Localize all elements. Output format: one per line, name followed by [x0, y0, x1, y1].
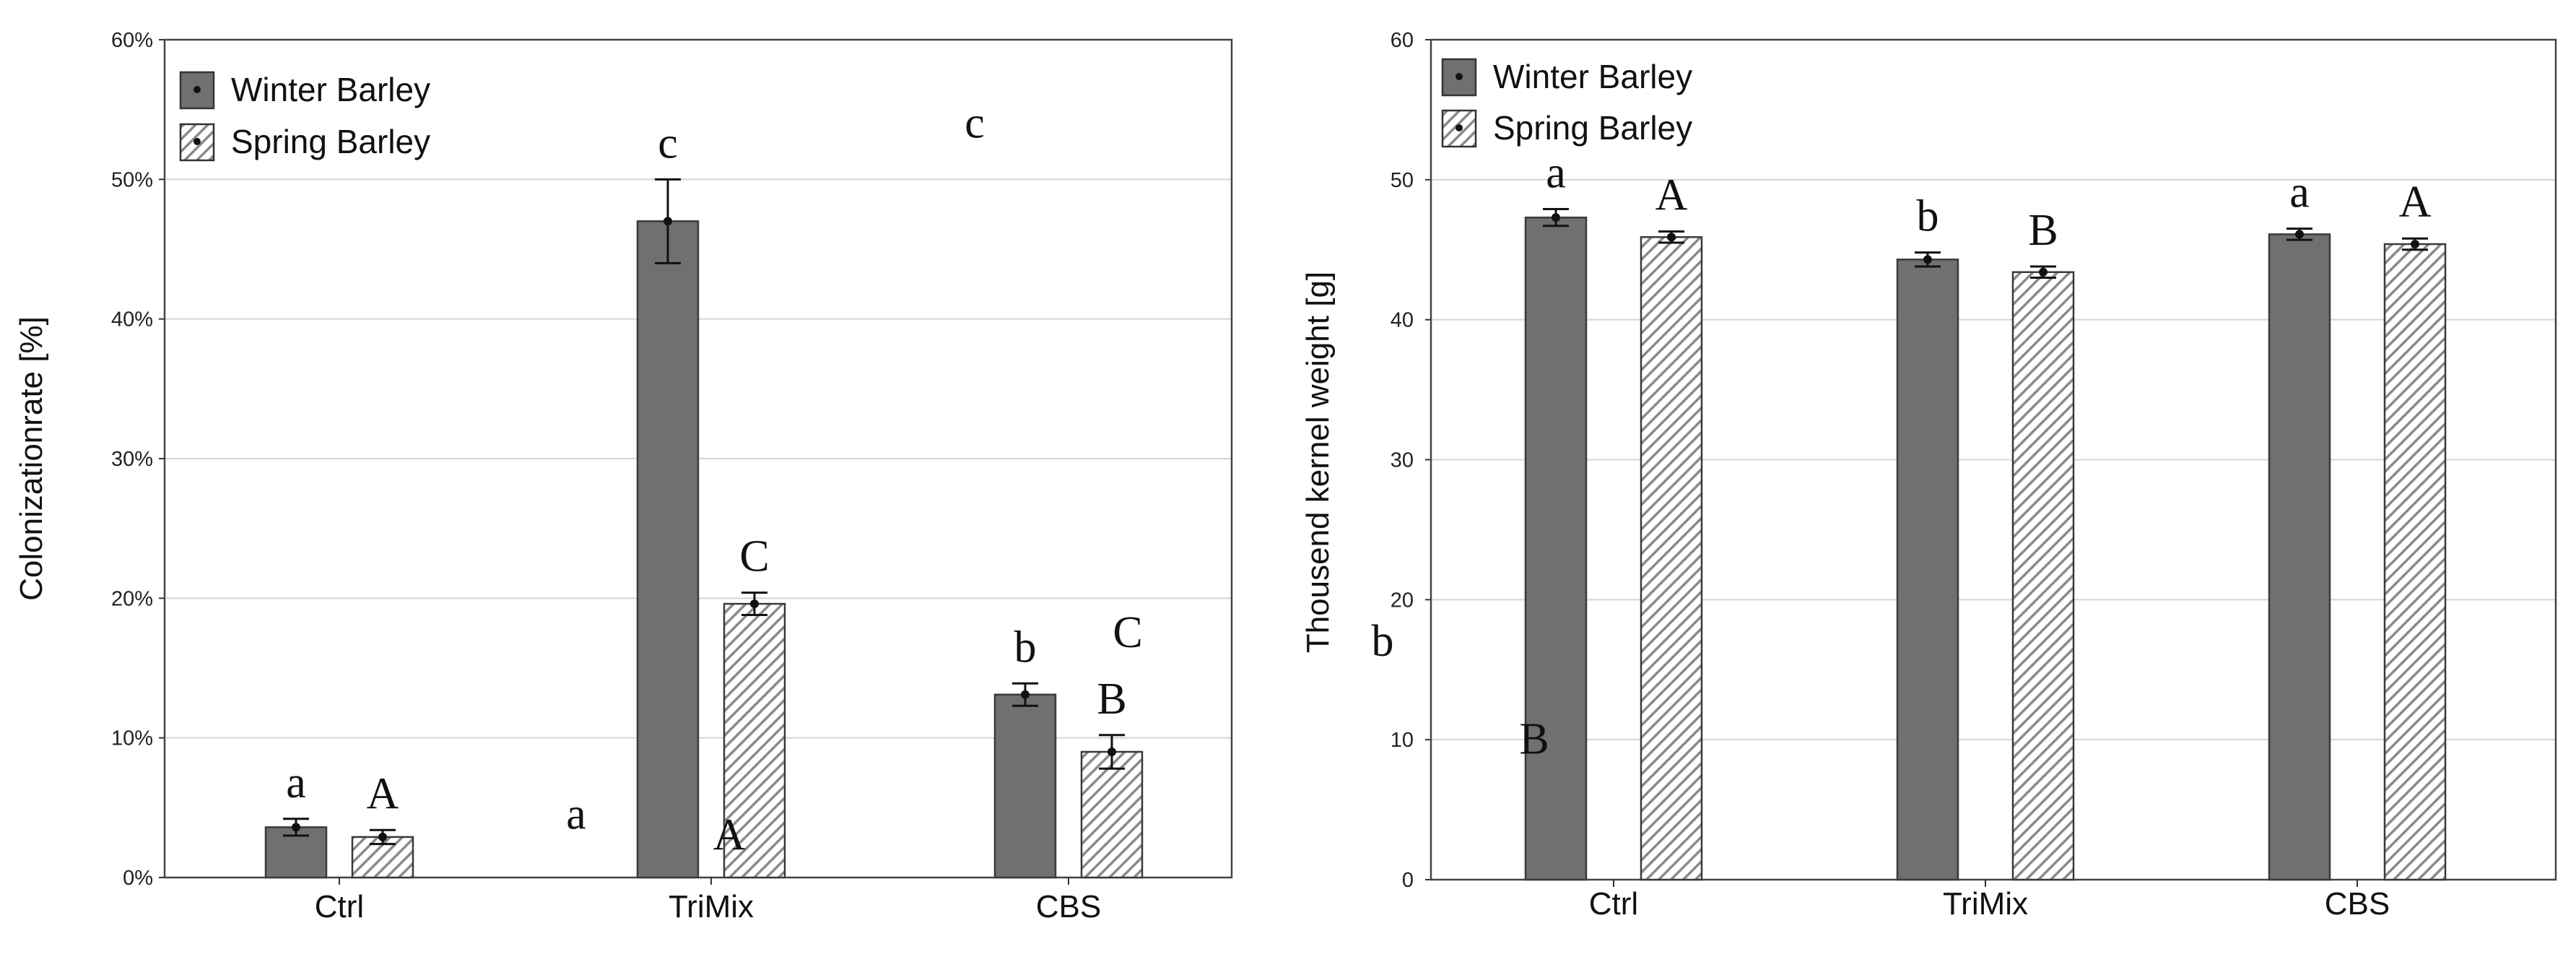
y-tick-label: 20% [111, 587, 153, 610]
significance-letter: C [739, 532, 769, 581]
legend-marker [1455, 73, 1463, 80]
legend-marker [193, 138, 201, 145]
bar-winter-cbs [993, 693, 1057, 879]
y-tick-label: 60 [1391, 29, 1414, 52]
x-tick-label: Ctrl [315, 889, 364, 924]
legend-label: Winter Barley [231, 71, 430, 108]
x-tick-label: TriMix [669, 889, 754, 924]
legend-swatch-spring [179, 123, 215, 162]
y-tick-label: 30% [111, 448, 153, 471]
significance-letter: b [1917, 192, 1939, 241]
legend-marker [1455, 124, 1463, 131]
y-tick-label: 0% [123, 867, 153, 890]
significance-letter: B [2028, 206, 2058, 255]
y-tick-label: 50% [111, 168, 153, 191]
y-axis-label: Thousend kernel weight [g] [1300, 272, 1336, 653]
mean-point [378, 832, 387, 841]
bar-winter-trimix [636, 220, 700, 879]
legend-label: Spring Barley [1493, 109, 1692, 147]
significance-letter: b [1014, 623, 1037, 672]
mean-point [663, 217, 672, 226]
significance-letter: A [367, 769, 399, 818]
y-tick-label: 40 [1391, 309, 1414, 332]
annotation-letter: C [1113, 608, 1142, 657]
y-tick-label: 40% [111, 308, 153, 332]
x-tick-label: CBS [2325, 886, 2390, 922]
legend-label: Spring Barley [231, 123, 430, 160]
bar-winter-cbs [2268, 233, 2331, 881]
mean-point [1552, 213, 1560, 222]
annotation-letter: b [1372, 617, 1394, 666]
mean-point [1021, 690, 1030, 699]
y-tick-label: 30 [1391, 449, 1414, 472]
legend-label: Winter Barley [1493, 58, 1692, 95]
y-tick-label: 0 [1402, 869, 1414, 892]
significance-letter: a [2289, 168, 2310, 217]
significance-letter: A [1655, 171, 1688, 220]
y-axis-label: Colonizationrate [%] [14, 316, 49, 601]
x-tick-label: Ctrl [1589, 886, 1638, 922]
mean-point [2039, 267, 2048, 277]
annotation-letter: A [713, 810, 746, 859]
legend-swatch-winter [179, 71, 215, 110]
annotation-letter: B [1519, 715, 1549, 764]
significance-letter: a [286, 758, 306, 807]
mean-point [2411, 239, 2419, 248]
x-tick-label: TriMix [1943, 886, 2028, 922]
plot-frame [1430, 38, 2557, 881]
significance-letter: a [1546, 149, 1566, 198]
mean-point [750, 599, 759, 609]
significance-letter: A [2399, 178, 2432, 227]
bar-winter-ctrl [1524, 216, 1588, 881]
bar-winter-trimix [1896, 259, 1959, 881]
legend-marker [193, 86, 201, 93]
y-tick-label: 10 [1391, 729, 1414, 752]
mean-point [292, 823, 300, 832]
bar-spring-cbs [1080, 750, 1144, 879]
y-tick-label: 10% [111, 727, 153, 750]
y-tick-label: 60% [111, 29, 153, 52]
annotation-letter: c [965, 98, 985, 147]
bar-spring-trimix [2011, 271, 2075, 881]
y-tick-label: 20 [1391, 589, 1414, 612]
significance-letter: c [658, 118, 678, 168]
mean-point [2295, 230, 2304, 239]
annotation-letter: a [566, 789, 586, 838]
mean-point [1667, 233, 1676, 242]
significance-letter: B [1097, 675, 1126, 724]
colonization-chart: 0% 10% 20% 30% 40% 50% 60% Colonizationrate [%]… [14, 29, 1233, 924]
kernel-weight-chart: 0 10 20 30 40 50 60 Thousend kernel weight [g] C… [1300, 29, 2557, 922]
x-tick-label: CBS [1036, 889, 1101, 924]
mean-point [1108, 748, 1116, 756]
bar-spring-cbs [2383, 243, 2447, 881]
mean-point [1923, 255, 1932, 264]
bar-spring-ctrl [1640, 236, 1703, 881]
y-tick-label: 50 [1391, 169, 1414, 192]
